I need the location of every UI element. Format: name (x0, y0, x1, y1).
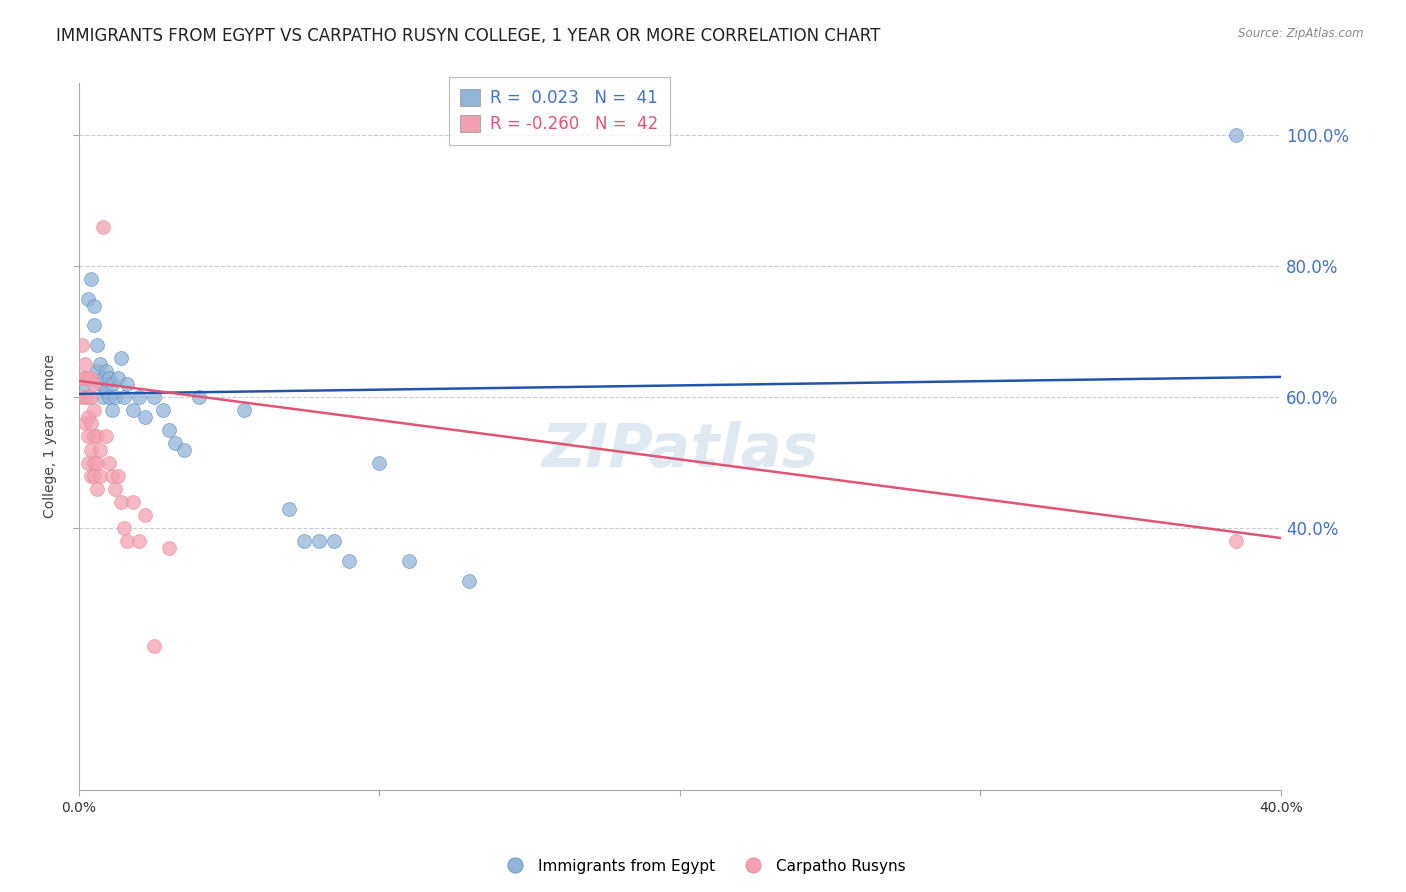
Point (128, 534, 150, 549)
Point (233, 403, 256, 417)
Point (83, 318, 105, 333)
Point (100, 403, 122, 417)
Point (79, 272, 101, 286)
Point (86, 482, 108, 496)
Text: ZIPatlas: ZIPatlas (541, 421, 818, 480)
Point (292, 534, 315, 549)
Point (83, 468, 105, 483)
Point (86, 429, 108, 443)
Point (337, 554, 360, 568)
Point (104, 482, 127, 496)
Point (83, 429, 105, 443)
Point (83, 403, 105, 417)
Point (104, 390, 127, 404)
Point (107, 468, 129, 483)
Point (163, 436, 186, 450)
Point (97, 370, 120, 384)
Point (89, 358, 111, 372)
Point (107, 370, 129, 384)
Point (89, 377, 111, 392)
Point (83, 377, 105, 392)
Point (73, 358, 96, 372)
Point (152, 403, 174, 417)
Legend: Immigrants from Egypt, Carpatho Rusyns: Immigrants from Egypt, Carpatho Rusyns (494, 853, 912, 880)
Point (94, 384, 117, 398)
Point (142, 639, 165, 653)
Point (458, 574, 481, 588)
Point (86, 338, 108, 352)
Point (73, 417, 96, 431)
Point (79, 390, 101, 404)
Point (115, 377, 138, 392)
Point (79, 370, 101, 384)
Point (100, 377, 122, 392)
Point (121, 495, 143, 509)
Point (76, 370, 98, 384)
Point (187, 390, 209, 404)
Point (70, 338, 93, 352)
Point (134, 508, 156, 522)
Point (83, 299, 105, 313)
Point (157, 541, 180, 555)
Point (86, 456, 108, 470)
Point (112, 521, 135, 535)
Point (70, 390, 93, 404)
Point (173, 442, 195, 457)
Point (368, 456, 391, 470)
Point (94, 364, 117, 378)
Point (83, 456, 105, 470)
Point (128, 390, 150, 404)
Point (1225, 534, 1247, 549)
Text: Source: ZipAtlas.com: Source: ZipAtlas.com (1239, 27, 1364, 40)
Point (76, 456, 98, 470)
Point (134, 409, 156, 424)
Point (76, 429, 98, 443)
Point (100, 468, 122, 483)
Point (89, 468, 111, 483)
Point (94, 429, 117, 443)
Point (76, 292, 98, 306)
Point (73, 370, 96, 384)
Point (79, 417, 101, 431)
Point (121, 403, 143, 417)
Point (110, 495, 132, 509)
Point (97, 390, 120, 404)
Point (323, 534, 346, 549)
Point (91, 390, 114, 404)
Point (398, 554, 420, 568)
Point (91, 370, 114, 384)
Point (278, 501, 301, 516)
Point (76, 390, 98, 404)
Point (89, 442, 111, 457)
Point (1225, 128, 1247, 143)
Point (73, 390, 96, 404)
Point (110, 351, 132, 365)
Y-axis label: College, 1 year or more: College, 1 year or more (44, 354, 58, 518)
Point (115, 534, 138, 549)
Point (76, 409, 98, 424)
Point (91, 219, 114, 234)
Point (142, 390, 165, 404)
Text: IMMIGRANTS FROM EGYPT VS CARPATHO RUSYN COLLEGE, 1 YEAR OR MORE CORRELATION CHAR: IMMIGRANTS FROM EGYPT VS CARPATHO RUSYN … (56, 27, 880, 45)
Point (157, 423, 180, 437)
Point (97, 456, 120, 470)
Point (73, 377, 96, 392)
Point (70, 370, 93, 384)
Point (79, 442, 101, 457)
Point (79, 468, 101, 483)
Point (308, 534, 330, 549)
Point (86, 364, 108, 378)
Legend: R =  0.023   N =  41, R = -0.260   N =  42: R = 0.023 N = 41, R = -0.260 N = 42 (449, 77, 671, 145)
Point (112, 390, 135, 404)
